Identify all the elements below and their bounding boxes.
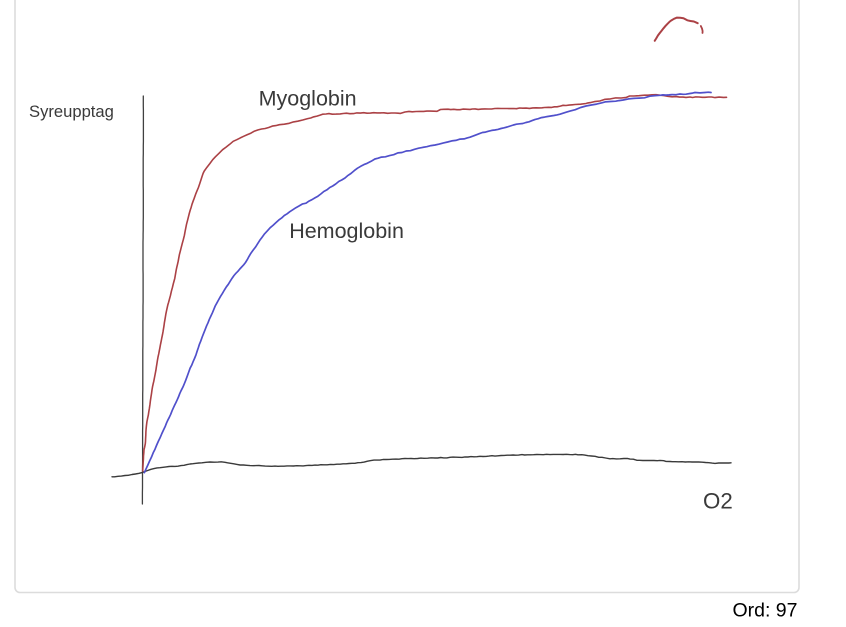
svg-text:O2: O2 <box>703 488 733 513</box>
svg-text:Myoglobin: Myoglobin <box>259 87 357 111</box>
svg-text:Syreupptag: Syreupptag <box>29 102 114 121</box>
svg-text:Ord: 97: Ord: 97 <box>732 600 797 622</box>
svg-text:Hemoglobin: Hemoglobin <box>289 219 404 243</box>
